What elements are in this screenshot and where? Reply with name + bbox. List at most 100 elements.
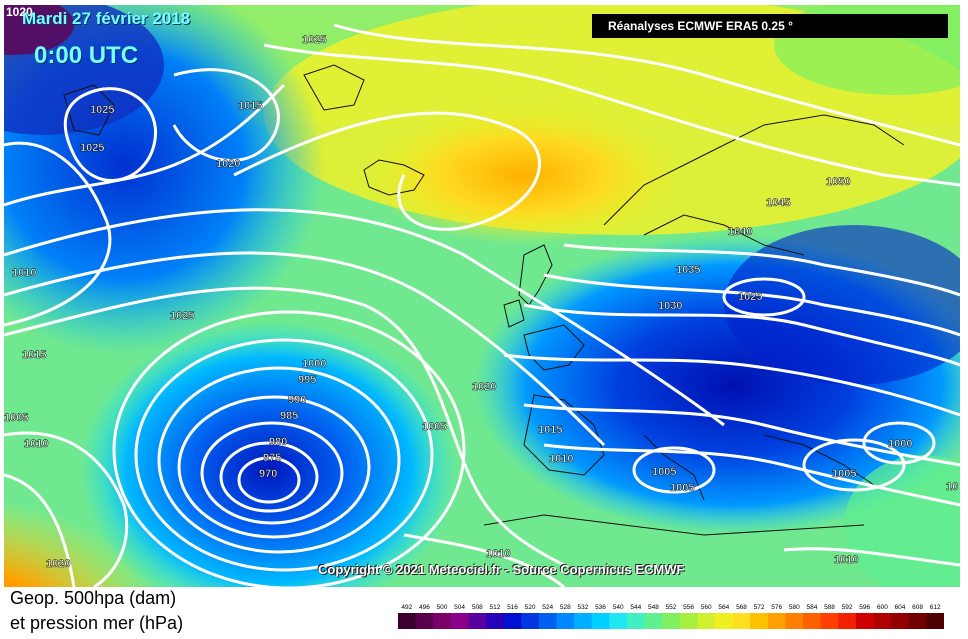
isobar-label: 1010 [12,267,36,279]
isobar-label: 1005 [652,466,676,478]
isobar-label: 985 [280,410,298,422]
isobar-label: 1010 [486,548,510,560]
scale-tick-label: 560 [701,604,712,611]
isobar-1005-east [802,438,906,492]
isobar-1010-se [783,547,960,567]
iceland-coast [363,159,425,196]
scale-swatch [627,613,646,629]
isobar-ridge [233,111,542,231]
scale-swatch [556,613,575,629]
scale-swatch [767,613,786,629]
scale-tick-label: 516 [507,604,518,611]
scale-tick-label: 524 [542,604,553,611]
isobar-label: 980 [269,436,287,448]
isobar-1015-greenland [172,68,280,162]
isobar-label: 1005 [422,421,446,433]
scale-swatch [433,613,452,629]
isobar-1020-greenland [4,83,286,207]
scale-swatch [732,613,751,629]
scale-tick-label: 508 [472,604,483,611]
isobar-label: 1025 [170,310,194,322]
scale-swatch [662,613,681,629]
scale-swatch [644,613,663,629]
scale-swatch [715,613,734,629]
isobar-1025-eu [523,303,960,367]
isobar-975 [219,441,319,513]
scale-tick-label: 536 [595,604,606,611]
scale-swatch [785,613,804,629]
isobar-1000 [112,310,466,587]
isobar-label: 1045 [766,197,790,209]
scale-swatch [486,613,505,629]
legend-title-pressure: et pression mer (hPa) [10,613,184,633]
isobars [4,23,960,587]
isobar-label: 990 [288,394,306,406]
isobar-1035 [563,243,960,297]
isobar-1010-eu [543,443,960,507]
scotland-coast [518,244,553,306]
isobar-label: 975 [263,452,281,464]
isobar-1015-eu [523,403,960,467]
isobar-1005-atl [4,286,565,567]
scale-swatch [697,613,716,629]
scale-swatch [838,613,857,629]
scale-swatch [591,613,610,629]
geopotential-map: 1025 1015 1025 1025 1020 1010 1025 1015 … [4,5,960,587]
isobar-label: 1000 [888,438,912,450]
scale-swatch [891,613,910,629]
scale-tick-label: 544 [630,604,641,611]
isobar-label: 1005 [832,468,856,480]
isobar-1010-south [403,533,565,587]
isobar-1010-sw [4,431,129,587]
isobar-label: 10 [946,481,958,493]
scale-swatch [609,613,628,629]
scale-tick-label: 612 [930,604,941,611]
source-banner: Réanalyses ECMWF ERA5 0.25 ° [592,14,948,38]
scale-swatch [820,613,839,629]
scale-tick-label: 608 [912,604,923,611]
isobar-985 [177,395,371,539]
isobar-labels: 1025 1015 1025 1025 1020 1010 1025 1015 … [4,34,959,571]
greenland-east-coast [303,64,365,111]
scale-swatch [574,613,593,629]
isobar-label: 1025 [90,104,114,116]
isobar-label: 1010 [24,438,48,450]
color-scale-ticks: 492 496 500 504 508 512 516 520 524 528 532 536 540 5… [401,604,941,611]
isobar-label: 1040 [728,226,752,238]
isobar-label: 1025 [302,34,326,46]
scale-swatch [855,613,874,629]
isobar-1000-east [862,421,936,465]
legend-title-geopotential: Geop. 500hpa (dam) [10,588,177,608]
baffin-coast [63,84,115,136]
scale-swatch [538,613,557,629]
isobar-980 [200,421,344,525]
scale-tick-label: 568 [736,604,747,611]
isobar-label: 1010 [549,453,573,465]
isobar-label: 1015 [22,349,46,361]
scale-tick-label: 532 [577,604,588,611]
scale-tick-label: 528 [560,604,571,611]
isobar-label: 970 [259,468,277,480]
scale-swatch [679,613,698,629]
scale-tick-label: 584 [806,604,817,611]
isobar-label: 1010 [834,554,858,566]
isobar-label: 1000 [302,358,326,370]
scale-tick-label: 588 [824,604,835,611]
isobar-1010-atl [4,251,606,447]
isobar-label: 1025 [738,291,762,303]
isobar-1050-north [333,23,960,147]
isobar-label: 1015 [238,100,262,112]
north-africa-coast [483,514,865,536]
scandinavia-coast [603,114,905,226]
scale-tick-label: 600 [877,604,888,611]
isobar-label: 1025 [80,142,104,154]
scale-tick-label: 556 [683,604,694,611]
isobar-label: 1005 [670,482,694,494]
scale-swatch [503,613,522,629]
scale-swatch [450,613,469,629]
baltic-coast [643,214,805,256]
isobar-990 [157,366,401,554]
isobar-label: 1005 [4,412,28,424]
map-time: 0:00 UTC [34,42,139,69]
corner-pressure-label: 1020 [6,5,33,19]
